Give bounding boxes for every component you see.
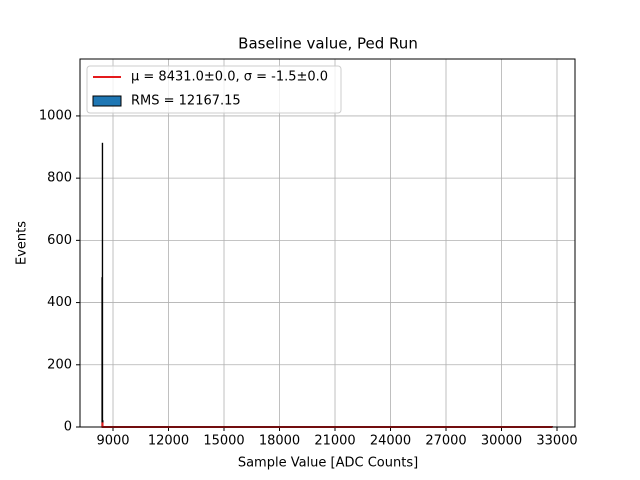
x-tick-label: 15000: [203, 434, 244, 449]
y-tick-label: 400: [47, 295, 72, 310]
x-tick-label: 33000: [536, 434, 577, 449]
legend-label: RMS = 12167.15: [131, 94, 241, 109]
y-tick-label: 1000: [39, 108, 72, 123]
y-axis-label: Events: [15, 221, 30, 265]
x-tick-label: 21000: [314, 434, 355, 449]
x-tick-label: 12000: [148, 434, 189, 449]
legend-box: [86, 65, 342, 114]
x-tick-label: 27000: [425, 434, 466, 449]
y-tick-label: 200: [47, 357, 72, 372]
x-tick-label: 30000: [481, 434, 522, 449]
y-tick-label: 0: [64, 420, 72, 435]
x-axis-label: Sample Value [ADC Counts]: [238, 456, 418, 471]
x-tick-label: 18000: [259, 434, 300, 449]
y-tick-label: 800: [47, 171, 72, 186]
y-tick-label: 600: [47, 233, 72, 248]
x-tick-label: 9000: [96, 434, 129, 449]
x-tick-label: 24000: [370, 434, 411, 449]
legend-label: μ = 8431.0±0.0, σ = -1.5±0.0: [131, 70, 328, 85]
plot-frame: [79, 58, 576, 428]
chart-title: Baseline value, Ped Run: [238, 35, 418, 53]
legend-patch: [92, 95, 122, 107]
